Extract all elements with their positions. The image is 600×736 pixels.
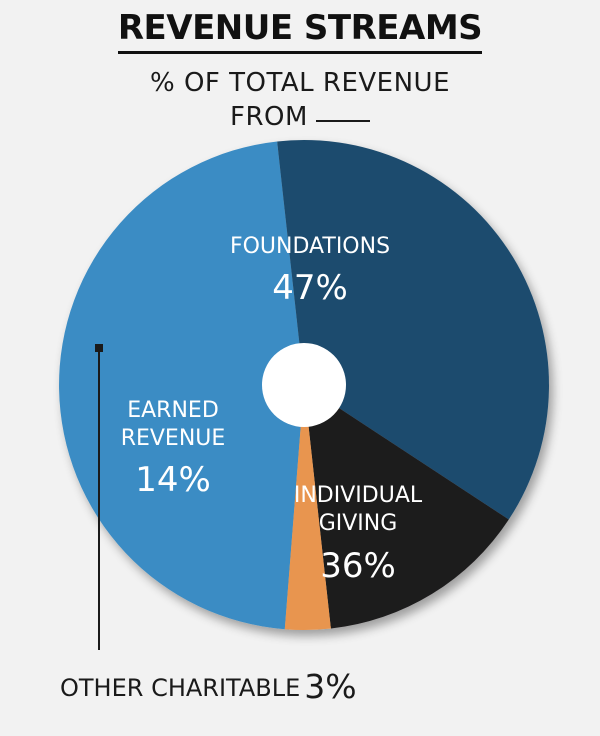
chart-title: REVENUE STREAMS bbox=[0, 8, 600, 54]
slice-label-earned: EARNED REVENUE 14% bbox=[121, 398, 226, 500]
donut-hole bbox=[262, 343, 346, 427]
individual-label-line2: GIVING bbox=[319, 511, 398, 536]
slice-other-charitable bbox=[284, 385, 331, 630]
chart-subtitle-line2: FROM bbox=[0, 102, 600, 132]
individual-value: 36% bbox=[320, 546, 396, 586]
chart-subtitle-line1: % OF TOTAL REVENUE bbox=[149, 68, 450, 98]
slice-label-individual: INDIVIDUAL GIVING 36% bbox=[294, 483, 423, 586]
other-charitable-value: 3% bbox=[304, 667, 357, 706]
slice-label-foundations: FOUNDATIONS 47% bbox=[230, 234, 390, 308]
subtitle-blank-line bbox=[315, 120, 370, 122]
slice-individual-giving bbox=[277, 140, 549, 520]
chart-title-text: REVENUE STREAMS bbox=[117, 8, 483, 54]
subtitle-from-text: FROM bbox=[230, 102, 308, 132]
earned-value: 14% bbox=[135, 460, 211, 500]
other-charitable-callout: OTHER CHARITABLE 3% bbox=[60, 667, 357, 706]
foundations-value: 47% bbox=[272, 268, 348, 308]
foundations-label: FOUNDATIONS bbox=[230, 234, 390, 259]
other-charitable-marker bbox=[95, 344, 103, 352]
pie-slices-group bbox=[59, 140, 549, 630]
earned-label-line1: EARNED bbox=[127, 398, 219, 423]
slice-earned-revenue bbox=[304, 385, 509, 629]
earned-label-line2: REVENUE bbox=[121, 426, 226, 451]
slice-foundations bbox=[59, 141, 304, 630]
individual-label-line1: INDIVIDUAL bbox=[294, 483, 423, 508]
other-charitable-label: OTHER CHARITABLE bbox=[60, 674, 301, 702]
